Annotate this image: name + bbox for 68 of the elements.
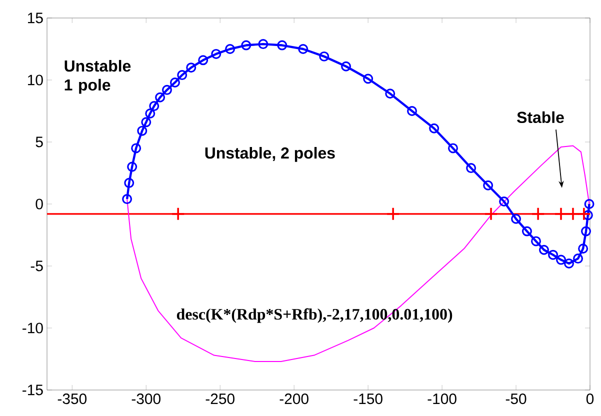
y-tick-label: -5 <box>30 260 43 272</box>
annotation: Stable <box>517 111 564 124</box>
line-series <box>126 145 590 362</box>
point <box>298 44 308 54</box>
point <box>573 254 584 264</box>
point <box>241 40 252 50</box>
point <box>429 123 440 134</box>
point <box>319 51 330 62</box>
point <box>578 244 588 254</box>
y-tick-label: -10 <box>22 322 43 334</box>
point <box>584 198 594 209</box>
point <box>171 207 185 221</box>
point <box>548 250 558 260</box>
x-tick-label: -50 <box>506 394 526 404</box>
x-tick-label: -150 <box>354 394 382 404</box>
y-tick-label: 10 <box>28 74 43 86</box>
annotation: Unstable 1 pole <box>64 60 131 94</box>
y-tick-label: 15 <box>28 12 43 24</box>
point <box>363 74 374 84</box>
point <box>577 207 591 221</box>
point <box>258 39 268 50</box>
point <box>127 162 138 172</box>
x-tick-label: -200 <box>280 394 308 404</box>
y-tick-label: -15 <box>22 384 43 396</box>
point <box>225 44 236 54</box>
y-tick-label: 0 <box>36 198 43 210</box>
point <box>483 180 494 190</box>
point <box>137 126 148 136</box>
point <box>566 207 580 221</box>
point <box>466 163 476 174</box>
point <box>186 62 196 73</box>
x-tick-label: -300 <box>132 394 160 404</box>
annotation: Unstable, 2 poles <box>205 146 335 162</box>
x-tick-label: -250 <box>206 394 234 404</box>
point <box>407 106 418 116</box>
point <box>341 61 352 72</box>
point <box>124 178 134 188</box>
point <box>170 77 180 88</box>
point <box>149 101 160 112</box>
point <box>277 40 288 50</box>
point <box>122 194 132 204</box>
point <box>554 207 568 221</box>
point <box>538 244 549 255</box>
point <box>522 226 532 236</box>
point <box>162 84 172 95</box>
point <box>198 55 208 66</box>
point <box>145 108 156 118</box>
point <box>211 48 222 59</box>
x-tick-label: -100 <box>428 394 456 404</box>
point <box>564 258 574 269</box>
point <box>448 143 458 154</box>
point <box>556 254 566 265</box>
point <box>581 226 592 236</box>
point <box>386 207 400 221</box>
point <box>582 210 593 220</box>
point <box>484 207 498 221</box>
point <box>385 88 396 99</box>
point <box>531 236 541 246</box>
point <box>511 214 522 224</box>
point <box>141 117 152 128</box>
point <box>177 70 188 80</box>
point <box>531 207 545 221</box>
x-tick-label: 0 <box>586 394 594 404</box>
point <box>499 196 510 207</box>
x-tick-label: -350 <box>58 394 87 404</box>
point <box>131 143 142 154</box>
point <box>155 92 166 102</box>
y-tick-label: 5 <box>36 136 43 148</box>
